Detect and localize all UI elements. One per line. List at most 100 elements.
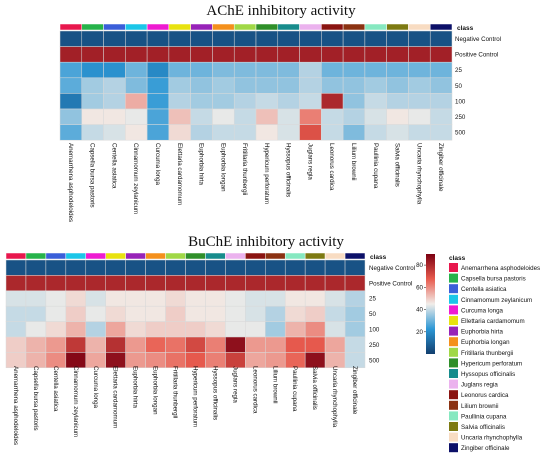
ache-cell bbox=[321, 124, 344, 141]
buche-cell bbox=[344, 321, 366, 338]
ache-cell bbox=[277, 108, 300, 125]
buche-row-label-250: 250 bbox=[369, 342, 380, 349]
ache-col-label-euphorbia-longan: Euphorbia longan bbox=[219, 143, 226, 192]
buche-cell bbox=[45, 259, 67, 276]
ache-cell bbox=[212, 124, 235, 141]
ache-cell bbox=[190, 124, 213, 141]
buche-cell bbox=[324, 290, 346, 307]
ache-cell bbox=[299, 61, 322, 79]
buche-col-label-paullinia-cupana: Paullinia cupana bbox=[291, 366, 298, 412]
ache-class-cell bbox=[125, 23, 148, 31]
buche-cell bbox=[25, 336, 47, 353]
buche-class-cell bbox=[85, 252, 106, 260]
buche-cell bbox=[185, 259, 206, 276]
buche-cell bbox=[205, 275, 226, 292]
ache-cell bbox=[146, 108, 170, 125]
ache-cell bbox=[125, 61, 148, 79]
ache-row-label-100: 100 bbox=[455, 98, 466, 105]
buche-cell bbox=[265, 290, 286, 307]
buche-class-cell bbox=[45, 252, 67, 260]
buche-class-cell bbox=[5, 252, 27, 260]
buche-row-label-50: 50 bbox=[369, 311, 376, 318]
ache-class-cell bbox=[364, 23, 387, 31]
ache-cell bbox=[386, 30, 409, 47]
buche-cell bbox=[304, 259, 326, 276]
buche-cell bbox=[125, 336, 146, 353]
ache-class-cell bbox=[429, 23, 453, 31]
ache-col-label-fritillaria-thunbergii: Fritillaria thunbergii bbox=[241, 143, 248, 195]
buche-class-cell bbox=[105, 252, 126, 260]
ache-cell bbox=[386, 77, 409, 94]
ache-class-cell bbox=[408, 23, 431, 31]
class-legend: class Anemarrhena asphodeloides Capsella … bbox=[449, 255, 540, 453]
ache-cell bbox=[342, 61, 366, 79]
buche-row-label-100: 100 bbox=[369, 327, 380, 334]
buche-cell bbox=[344, 275, 366, 292]
buche-cell bbox=[245, 336, 266, 353]
legend-item-ellettaria-cardamomum: Ellettaria cardamomum bbox=[461, 318, 525, 325]
buche-cell bbox=[265, 275, 286, 292]
legend-swatch bbox=[449, 263, 458, 272]
buche-cell bbox=[25, 305, 47, 322]
buche-cell bbox=[225, 305, 246, 322]
ache-cell bbox=[255, 61, 279, 79]
ache-cell bbox=[386, 61, 409, 79]
ache-cell bbox=[299, 108, 322, 125]
buche-class-cell bbox=[245, 252, 266, 260]
ache-cell bbox=[190, 46, 213, 63]
ache-cell bbox=[81, 77, 104, 94]
buche-col-label-centella-asiatica: Centella asiatica bbox=[52, 366, 59, 412]
ache-cell bbox=[59, 61, 83, 79]
buche-class-label: class bbox=[370, 254, 387, 261]
ache-cell bbox=[321, 46, 344, 63]
ache-cell bbox=[59, 77, 83, 94]
ache-cell bbox=[277, 77, 300, 94]
buche-cell bbox=[65, 305, 87, 322]
legend-swatch bbox=[449, 273, 458, 283]
ache-cell bbox=[190, 30, 213, 47]
ache-cell bbox=[212, 30, 235, 47]
buche-cell bbox=[5, 305, 27, 322]
buche-col-label-elettaria-cardamomum: Elettaria cardamomum bbox=[112, 366, 119, 428]
legend-item-anemarrhena-asphodeloides: Anemarrhena asphodeloides bbox=[461, 265, 540, 272]
ache-cell bbox=[255, 46, 279, 63]
buche-cell bbox=[165, 290, 186, 307]
buche-cell bbox=[245, 290, 266, 307]
buche-cell bbox=[205, 321, 226, 338]
ache-chart-title: AChE inhibitory activity bbox=[206, 3, 356, 19]
buche-cell bbox=[85, 305, 106, 322]
buche-cell bbox=[145, 321, 166, 338]
ache-cell bbox=[364, 46, 387, 63]
ache-heatmap: AChE inhibitory activity class Negative … bbox=[59, 3, 501, 222]
buche-cell bbox=[145, 259, 166, 276]
ache-class-cell bbox=[342, 23, 366, 31]
ache-row-label-positive-control: Positive Control bbox=[455, 52, 498, 59]
buche-cell bbox=[265, 336, 286, 353]
ache-col-label-paullinia-cupana: Paullinia cupana bbox=[372, 143, 379, 189]
buche-cell bbox=[65, 290, 87, 307]
ache-cell bbox=[233, 61, 257, 79]
color-scale: 80 60 40 20 bbox=[416, 254, 435, 354]
legend-swatch bbox=[449, 390, 458, 400]
buche-cell bbox=[125, 259, 146, 276]
buche-row-label-25: 25 bbox=[369, 296, 376, 303]
buche-cell bbox=[45, 336, 67, 353]
ache-cell bbox=[168, 93, 191, 110]
buche-cell bbox=[265, 259, 286, 276]
buche-cell bbox=[85, 321, 106, 338]
buche-class-cell bbox=[344, 252, 366, 260]
buche-cell bbox=[25, 321, 47, 338]
buche-class-cell bbox=[324, 252, 346, 260]
buche-cell bbox=[165, 275, 186, 292]
buche-cell bbox=[284, 290, 306, 307]
legend-item-paullinia-cupana: Paullinia cupana bbox=[461, 413, 507, 420]
ache-row-label-250: 250 bbox=[455, 114, 466, 121]
buche-cell bbox=[284, 305, 306, 322]
buche-cell bbox=[225, 275, 246, 292]
ache-cell bbox=[408, 30, 431, 47]
buche-cell bbox=[324, 336, 346, 353]
ache-cell bbox=[386, 46, 409, 63]
ache-cell bbox=[429, 93, 453, 110]
ache-cell bbox=[168, 77, 191, 94]
ache-class-cell bbox=[190, 23, 213, 31]
